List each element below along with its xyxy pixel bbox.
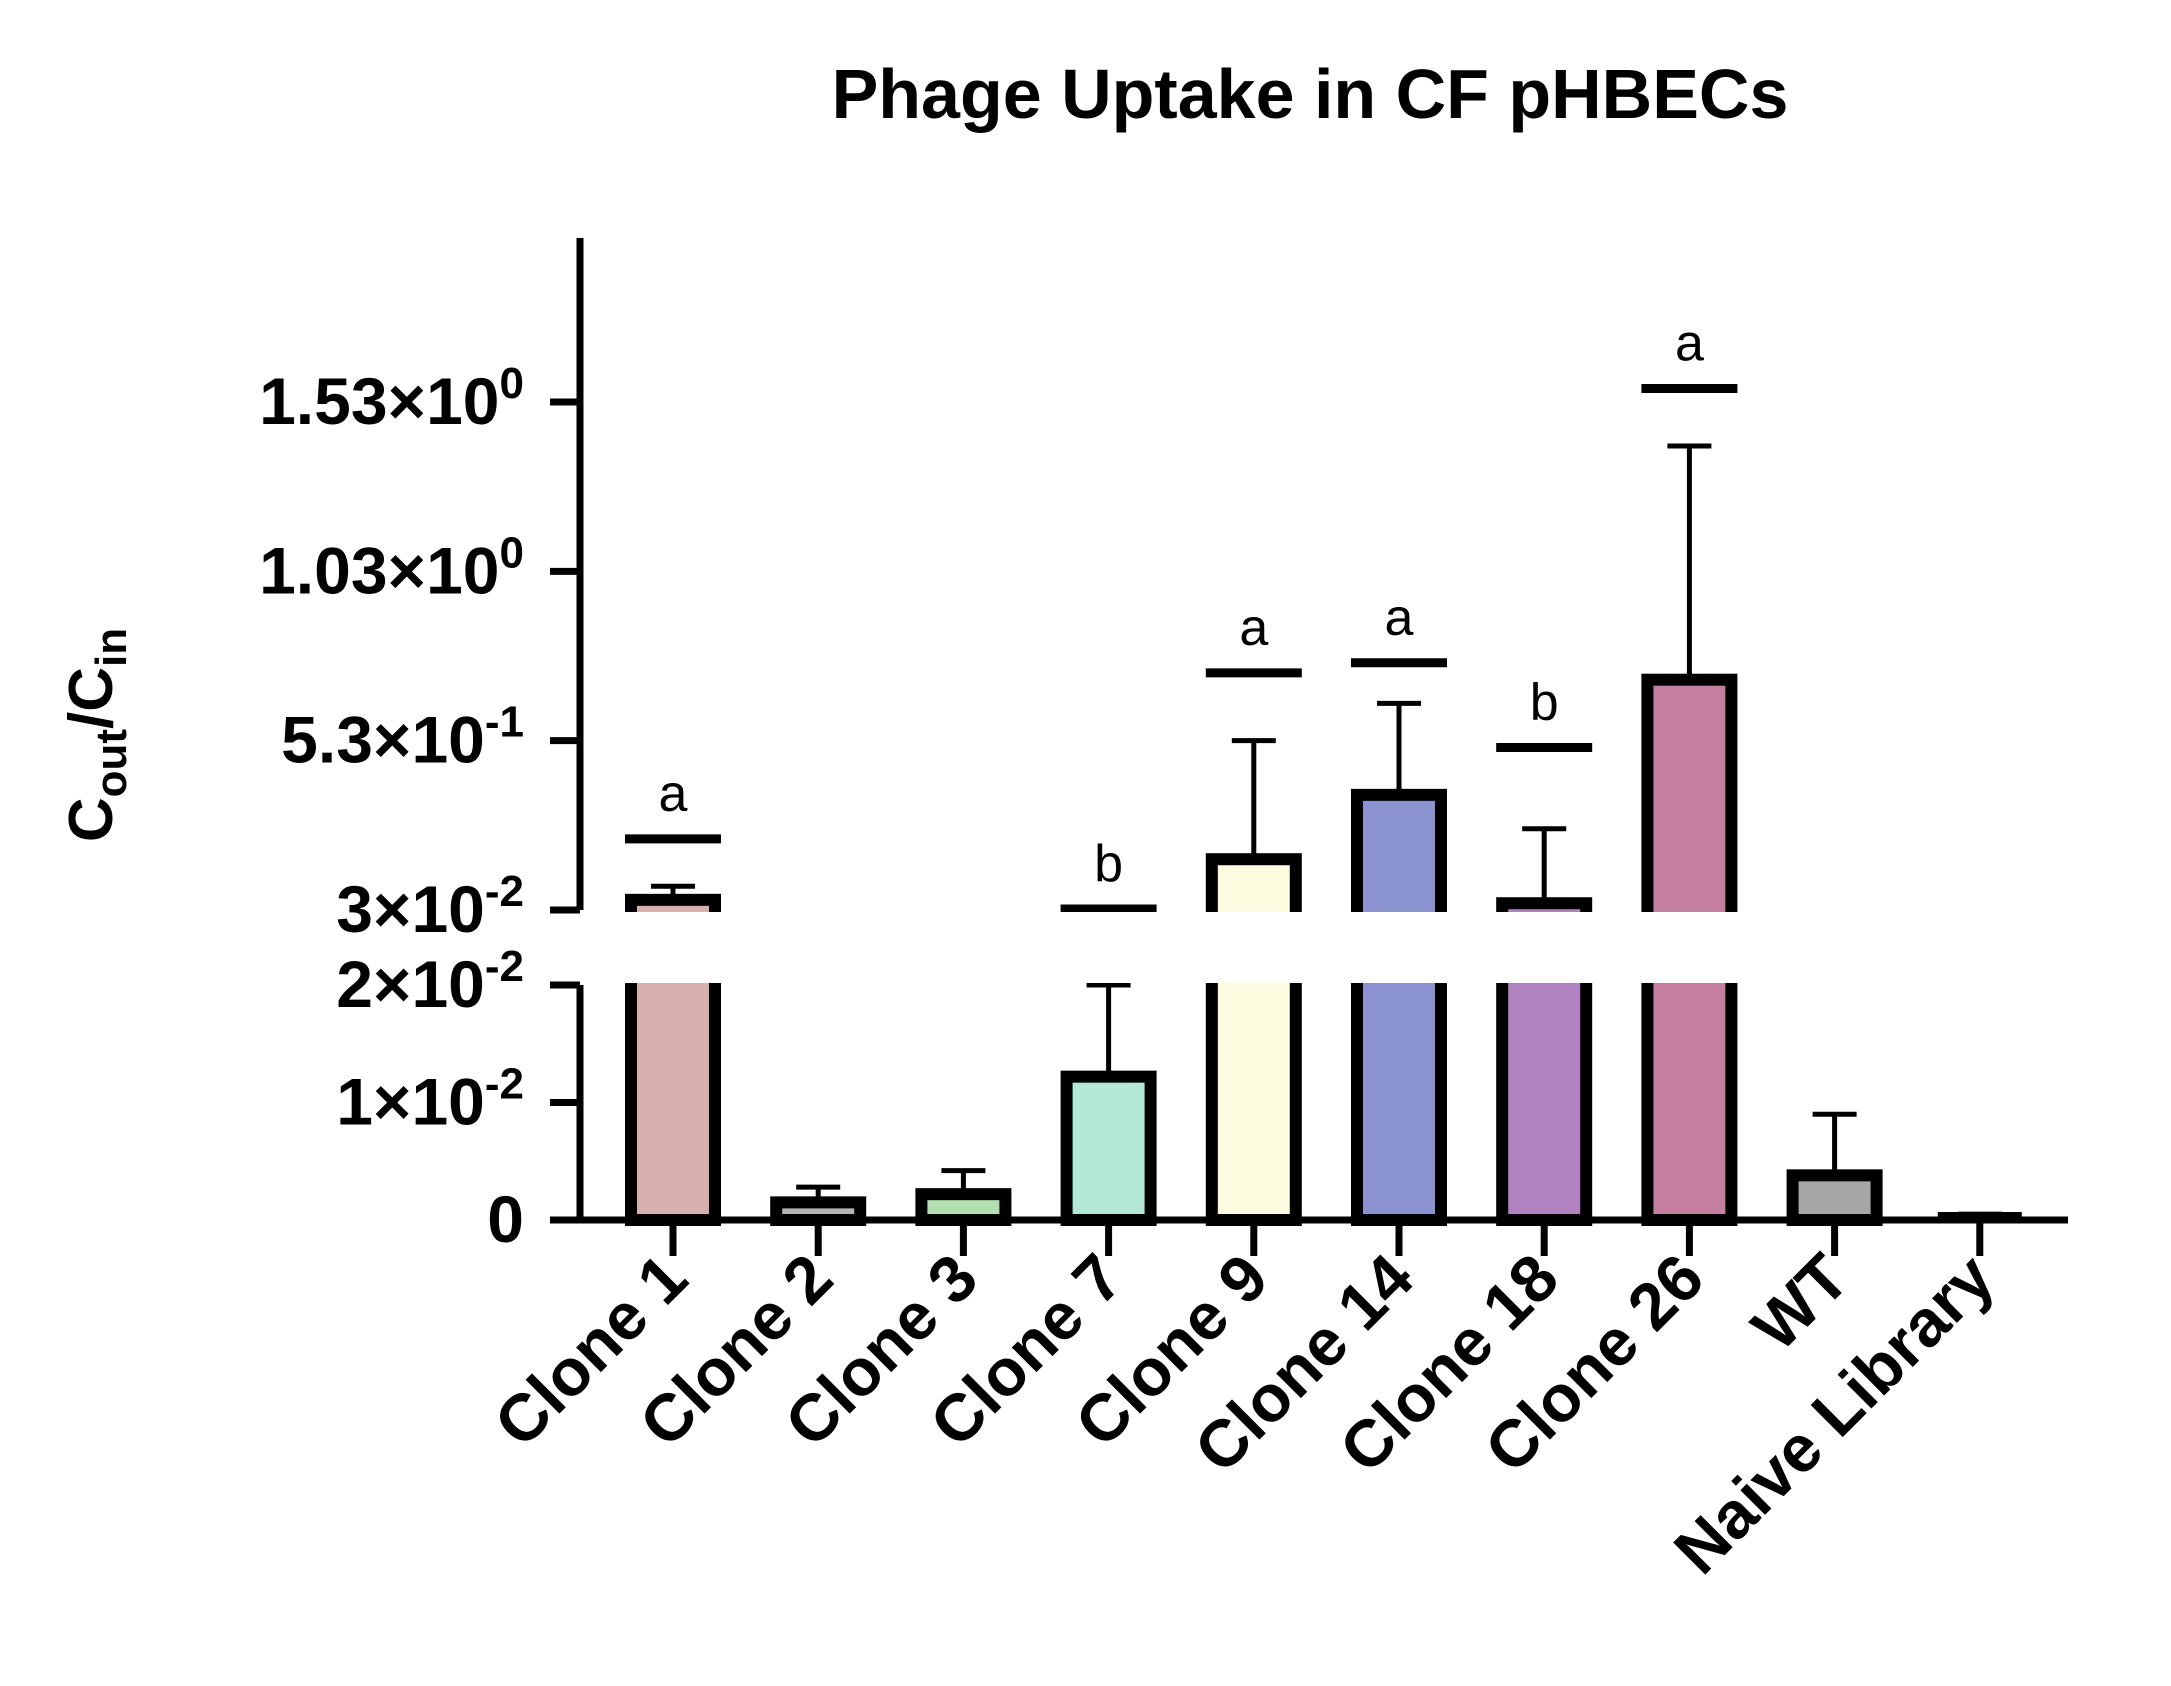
y-tick-label: 5.3×10-1	[281, 698, 524, 777]
y-tick-label: 2×10-2	[336, 942, 524, 1021]
bar	[915, 1188, 1012, 1227]
y-tick-label: 0	[487, 1182, 524, 1256]
y-axis-label-sep: /	[57, 712, 126, 729]
y-axis-label-sub-num: out	[87, 729, 136, 798]
significance-letter: a	[1239, 599, 1268, 657]
bar	[1351, 788, 1447, 1226]
bar	[770, 1196, 867, 1226]
axes	[576, 238, 2068, 1224]
significance-letter: a	[659, 765, 688, 823]
y-axis-label-sub-den: in	[87, 628, 136, 667]
significance-letter: a	[1675, 314, 1704, 372]
significance-letter: a	[1385, 589, 1414, 647]
bar	[1060, 1070, 1157, 1227]
significance-letter: b	[1530, 673, 1559, 731]
y-axis-label-base: C	[57, 797, 126, 842]
y-ticks: 0 1×10-2 2×10-23×10-2 5.3×10-1 1.03×100 1.53×…	[259, 359, 580, 1256]
y-axis-label: Cout/Cin	[57, 628, 136, 842]
x-tick-label: WT	[1738, 1240, 1863, 1365]
y-tick-label: 1.03×100	[259, 528, 524, 607]
axis-break-gap	[570, 912, 2068, 983]
y-axis-label-base2: C	[57, 667, 126, 712]
significance-markers: a b a a b a	[625, 314, 1738, 914]
significance-letter: b	[1094, 835, 1123, 893]
error-bars	[651, 443, 2002, 1220]
y-tick-label: 3×10-2	[336, 867, 524, 946]
bar	[1786, 1169, 1883, 1226]
y-tick-label: 1×10-2	[336, 1060, 524, 1139]
y-tick-label: 1.53×100	[259, 359, 524, 438]
chart-title: Phage Uptake in CF pHBECs	[832, 55, 1789, 133]
